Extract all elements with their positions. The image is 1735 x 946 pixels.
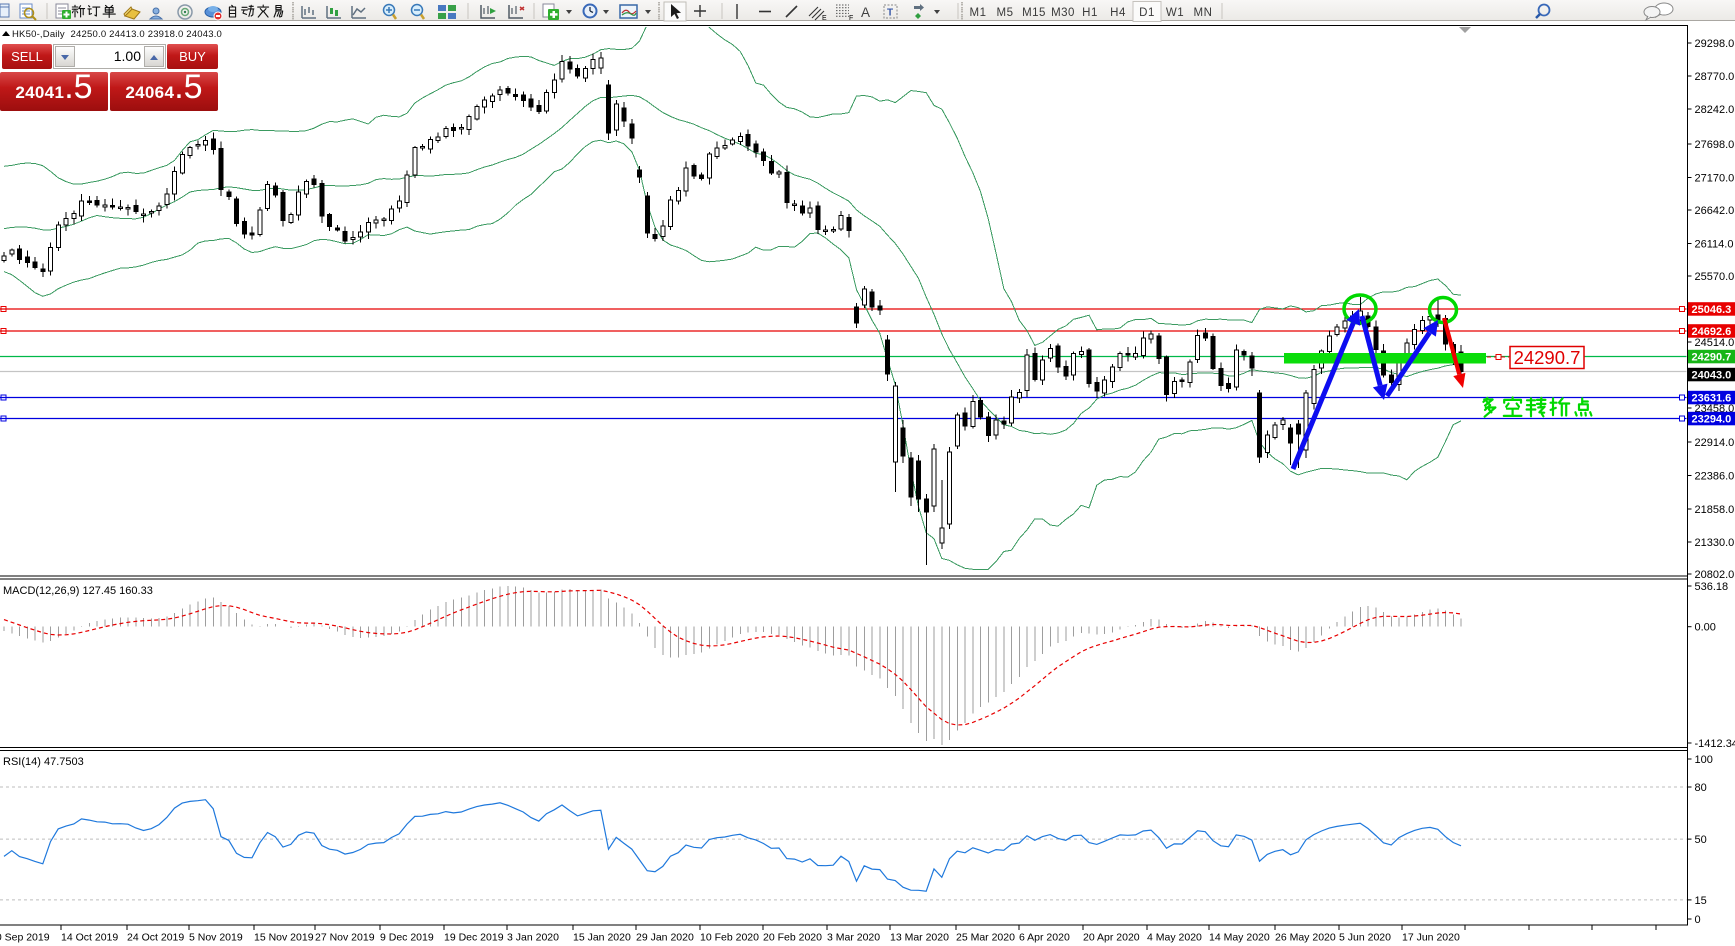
- svg-text:23631.6: 23631.6: [1692, 393, 1732, 405]
- svg-text:24043.0: 24043.0: [1692, 370, 1732, 382]
- svg-text:100: 100: [1695, 754, 1713, 766]
- svg-text:22914.0: 22914.0: [1695, 437, 1735, 449]
- svg-text:5 Nov 2019: 5 Nov 2019: [189, 932, 243, 944]
- svg-text:15 Nov 2019: 15 Nov 2019: [254, 932, 314, 944]
- svg-text:28242.0: 28242.0: [1695, 104, 1735, 116]
- svg-text:15: 15: [1695, 895, 1707, 907]
- svg-text:D1: D1: [1139, 7, 1155, 19]
- svg-text:50: 50: [1695, 834, 1707, 846]
- svg-text:M15: M15: [1022, 7, 1046, 19]
- svg-text:24 Oct 2019: 24 Oct 2019: [127, 932, 184, 944]
- svg-text:M5: M5: [997, 7, 1014, 19]
- svg-text:T: T: [887, 8, 893, 19]
- svg-text:19 Dec 2019: 19 Dec 2019: [444, 932, 504, 944]
- svg-text:24290.7: 24290.7: [1692, 352, 1732, 364]
- svg-text:3 Mar 2020: 3 Mar 2020: [827, 932, 880, 944]
- svg-text:M30: M30: [1051, 7, 1075, 19]
- svg-text:24514.0: 24514.0: [1695, 337, 1735, 349]
- svg-text:24290.7: 24290.7: [1514, 347, 1581, 368]
- svg-text:27698.0: 27698.0: [1695, 139, 1735, 151]
- svg-text:27170.0: 27170.0: [1695, 173, 1735, 185]
- svg-text:MN: MN: [1194, 7, 1213, 19]
- svg-text:25046.3: 25046.3: [1692, 304, 1732, 316]
- svg-text:H4: H4: [1110, 7, 1126, 19]
- svg-text:26 May 2020: 26 May 2020: [1275, 932, 1336, 944]
- svg-text:21330.0: 21330.0: [1695, 537, 1735, 549]
- svg-text:22386.0: 22386.0: [1695, 471, 1735, 483]
- svg-text:3 Jan 2020: 3 Jan 2020: [507, 932, 559, 944]
- svg-text:A: A: [861, 5, 870, 20]
- svg-text:20 Feb 2020: 20 Feb 2020: [763, 932, 822, 944]
- svg-text:536.18: 536.18: [1695, 581, 1729, 593]
- svg-text:15 Jan 2020: 15 Jan 2020: [573, 932, 631, 944]
- svg-text:14 May 2020: 14 May 2020: [1209, 932, 1270, 944]
- svg-text:E: E: [822, 15, 827, 22]
- svg-text:29 Jan 2020: 29 Jan 2020: [636, 932, 694, 944]
- svg-text:9 Dec 2019: 9 Dec 2019: [380, 932, 434, 944]
- svg-text:4 May 2020: 4 May 2020: [1147, 932, 1202, 944]
- svg-text:W1: W1: [1166, 7, 1184, 19]
- svg-text:0.00: 0.00: [1695, 622, 1716, 634]
- svg-text:80: 80: [1695, 782, 1707, 794]
- svg-text:25570.0: 25570.0: [1695, 271, 1735, 283]
- svg-text:RSI(14) 47.7503: RSI(14) 47.7503: [3, 756, 84, 768]
- svg-text:6 Apr 2020: 6 Apr 2020: [1019, 932, 1070, 944]
- svg-text:26642.0: 26642.0: [1695, 205, 1735, 217]
- svg-text:26114.0: 26114.0: [1695, 239, 1734, 251]
- svg-text:0: 0: [1695, 914, 1701, 926]
- svg-text:MACD(12,26,9) 127.45 160.33: MACD(12,26,9) 127.45 160.33: [3, 585, 153, 597]
- svg-text:29298.0: 29298.0: [1695, 38, 1735, 50]
- svg-text:21858.0: 21858.0: [1695, 504, 1735, 516]
- svg-text:M1: M1: [970, 7, 987, 19]
- svg-text:17 Jun 2020: 17 Jun 2020: [1402, 932, 1460, 944]
- svg-text:28770.0: 28770.0: [1695, 71, 1735, 83]
- svg-text:30 Sep 2019: 30 Sep 2019: [0, 932, 50, 944]
- svg-text:10 Feb 2020: 10 Feb 2020: [700, 932, 759, 944]
- svg-text:14 Oct 2019: 14 Oct 2019: [61, 932, 118, 944]
- svg-text:20802.0: 20802.0: [1695, 569, 1735, 581]
- svg-text:20 Apr 2020: 20 Apr 2020: [1083, 932, 1140, 944]
- svg-text:23294.0: 23294.0: [1692, 414, 1732, 426]
- svg-text:27 Nov 2019: 27 Nov 2019: [315, 932, 375, 944]
- svg-text:F: F: [849, 15, 853, 22]
- svg-text:5 Jun 2020: 5 Jun 2020: [1339, 932, 1391, 944]
- svg-text:H1: H1: [1082, 7, 1098, 19]
- svg-text:13 Mar 2020: 13 Mar 2020: [890, 932, 949, 944]
- svg-text:24692.6: 24692.6: [1692, 326, 1732, 338]
- svg-text:25 Mar 2020: 25 Mar 2020: [956, 932, 1015, 944]
- svg-text:-1412.34: -1412.34: [1695, 738, 1735, 750]
